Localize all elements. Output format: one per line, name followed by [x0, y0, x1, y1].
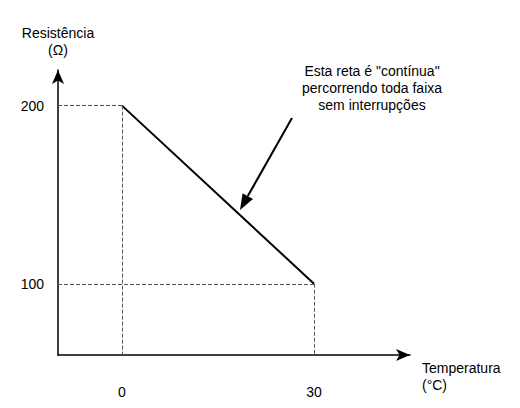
- svg-text:200: 200: [21, 98, 45, 114]
- svg-text:Resistência: Resistência: [22, 25, 95, 41]
- svg-text:Temperatura: Temperatura: [422, 360, 501, 376]
- svg-text:0: 0: [118, 384, 126, 400]
- svg-text:(°C): (°C): [422, 377, 447, 393]
- svg-text:percorrendo toda faixa: percorrendo toda faixa: [302, 80, 442, 96]
- svg-text:(Ω): (Ω): [48, 42, 68, 58]
- svg-text:30: 30: [306, 384, 322, 400]
- svg-text:100: 100: [21, 276, 45, 292]
- svg-text:Esta reta é "contínua": Esta reta é "contínua": [304, 63, 439, 79]
- svg-text:sem interrupções: sem interrupções: [318, 97, 425, 113]
